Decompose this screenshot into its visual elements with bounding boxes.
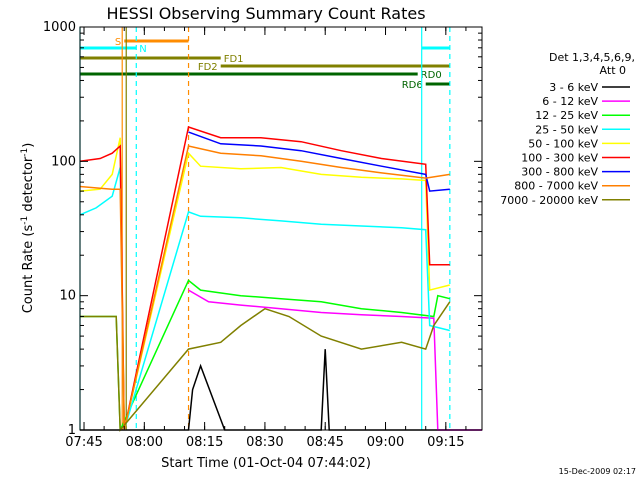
- legend-entry-1: 6 - 12 keV: [542, 95, 598, 108]
- mode-label-N: N: [139, 44, 146, 55]
- legend-entry-3: 25 - 50 keV: [535, 123, 598, 136]
- y-tick-label-2: 100: [51, 154, 76, 169]
- x-tick-label-5: 09:00: [367, 435, 404, 450]
- legend-entry-4: 50 - 100 keV: [528, 137, 598, 150]
- series-line-1: [188, 289, 482, 431]
- legend-entry-6: 300 - 800 keV: [521, 166, 598, 179]
- series-line-2: [80, 279, 450, 431]
- series-line-5: [79, 126, 450, 431]
- x-tick-label-1: 08:00: [126, 435, 163, 450]
- legend-entry-5: 100 - 300 keV: [521, 152, 598, 165]
- x-tick-label-2: 08:15: [186, 435, 223, 450]
- y-tick-label-1: 10: [59, 289, 76, 304]
- generation-timestamp: 15-Dec-2009 02:17: [559, 467, 636, 476]
- mode-label-S: S: [115, 37, 121, 48]
- legend-entry-7: 800 - 7000 keV: [514, 180, 598, 193]
- legend-entry-0: 3 - 6 keV: [549, 81, 598, 94]
- y-axis-label-sup1: -1: [20, 216, 30, 225]
- mode-label-FD1: FD1: [224, 54, 244, 65]
- x-tick-label-6: 09:15: [427, 435, 464, 450]
- legend-header-line2: Att 0: [600, 64, 626, 77]
- x-axis: 07:45 08:00 08:15 08:30 08:45 09:00 09:15: [65, 27, 467, 450]
- series-group: [79, 126, 482, 432]
- y-axis-label-sup2: -1: [20, 148, 30, 157]
- series-line-6: [188, 131, 450, 192]
- series-line-4: [79, 137, 450, 431]
- y-tick-label-0: 1: [68, 423, 76, 438]
- mode-transition-lines: [79, 27, 451, 430]
- legend-entry-2: 12 - 25 keV: [535, 109, 598, 122]
- chart-title: HESSI Observing Summary Count Rates: [106, 4, 425, 23]
- x-tick-label-0: 07:45: [65, 435, 102, 450]
- mode-label-RD6: RD6: [402, 80, 423, 91]
- series-line-8: [80, 301, 451, 432]
- legend-header-line1: Det 1,3,4,5,6,9,: [549, 51, 635, 64]
- mode-label-FD2: FD2: [198, 62, 218, 73]
- y-tick-label-3: 1000: [43, 20, 76, 35]
- x-tick-label-3: 08:30: [246, 435, 283, 450]
- legend-entry-8: 7000 - 20000 keV: [500, 194, 598, 207]
- x-tick-label-4: 08:45: [306, 435, 343, 450]
- mode-label-RD0: RD0: [421, 70, 442, 81]
- series-line-3: [79, 167, 450, 431]
- y-axis-label: Count Rate (s-1 detector-1): [20, 143, 36, 314]
- plot-frame: [79, 26, 483, 431]
- x-axis-label: Start Time (01-Oct-04 07:44:02): [161, 456, 371, 471]
- y-axis-label-main: Count Rate (s: [21, 225, 36, 314]
- y-axis-label-mid: detector: [21, 156, 36, 216]
- y-axis-label-end: ): [21, 143, 36, 148]
- series-line-7: [79, 145, 450, 431]
- y-axis: 1 10 100 1000: [43, 20, 482, 438]
